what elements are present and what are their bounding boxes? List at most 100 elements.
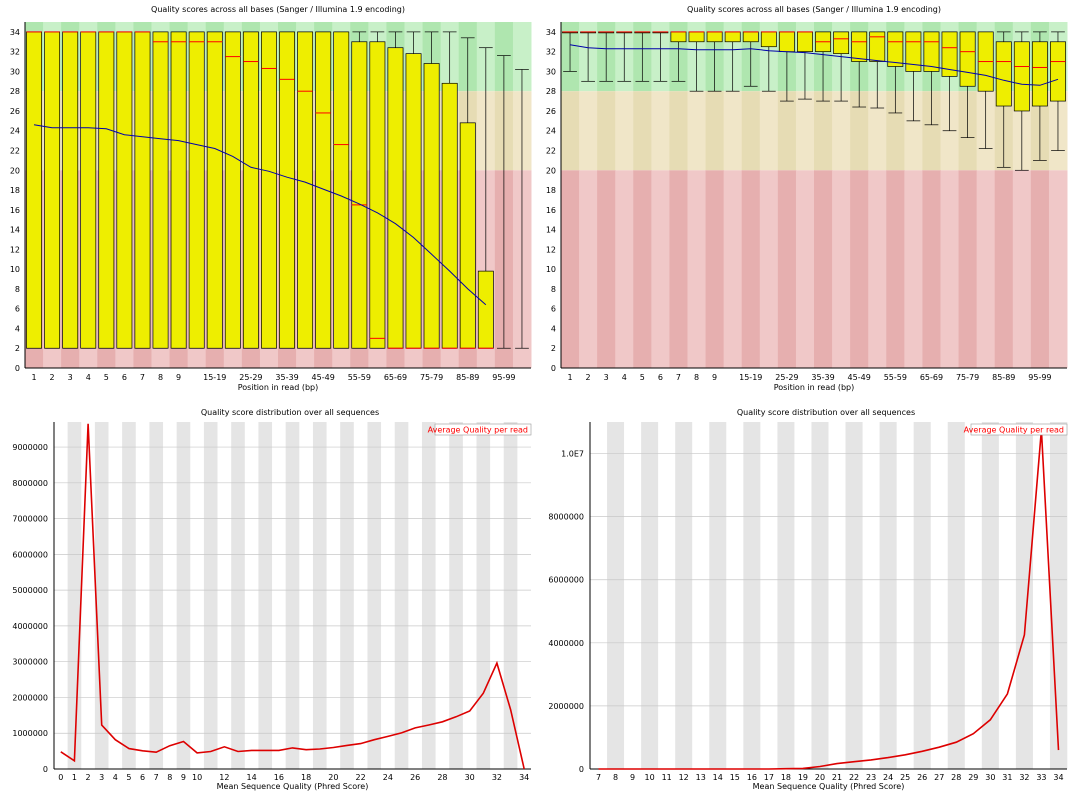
grid-band xyxy=(590,422,608,769)
zone-poor-band xyxy=(940,170,960,368)
x-tick-label: 34 xyxy=(519,773,529,782)
chart-title: Quality scores across all bases (Sanger … xyxy=(687,5,941,14)
y-tick-label: 26 xyxy=(546,107,556,116)
x-tick-label: 65-69 xyxy=(920,373,943,382)
x-tick-label: 7 xyxy=(676,373,681,382)
zone-warning-band xyxy=(922,91,941,171)
grid-band xyxy=(190,422,205,769)
x-tick-label: 23 xyxy=(866,773,876,782)
grid-band xyxy=(743,422,761,769)
y-tick-label: 18 xyxy=(10,186,20,195)
zone-poor-band xyxy=(561,170,580,368)
grid-band xyxy=(709,422,727,769)
chart-svg: Quality score distribution over all sequ… xyxy=(548,408,1068,791)
grid-band xyxy=(462,422,477,769)
zone-poor-band xyxy=(814,170,833,368)
grid-band xyxy=(367,422,382,769)
x-tick-label: 5 xyxy=(126,773,131,782)
zone-poor-band xyxy=(994,170,1014,368)
grid-band xyxy=(381,422,396,769)
y-tick-label: 32 xyxy=(10,48,20,57)
zone-poor-band xyxy=(633,170,652,368)
grid-band xyxy=(54,422,68,769)
zone-warning-band xyxy=(615,91,634,171)
grid-band xyxy=(203,422,218,769)
x-tick-label: 24 xyxy=(883,773,893,782)
x-tick-label: 12 xyxy=(679,773,689,782)
x-tick-label: 15 xyxy=(730,773,740,782)
chart-svg: Quality score distribution over all sequ… xyxy=(12,408,532,791)
quality-box xyxy=(706,31,723,43)
zone-warning-band xyxy=(579,91,598,171)
x-tick-label: 21 xyxy=(832,773,842,782)
grid-band xyxy=(607,422,625,769)
quality-box xyxy=(188,31,205,349)
grid-band xyxy=(503,422,518,769)
quality-box xyxy=(797,31,813,53)
x-tick-label: 18 xyxy=(301,773,311,782)
x-tick-label: 2 xyxy=(50,373,55,382)
x-tick-label: 3 xyxy=(604,373,609,382)
quality-box xyxy=(333,31,350,349)
y-tick-label: 16 xyxy=(10,206,20,215)
y-tick-label: 24 xyxy=(546,127,556,136)
y-tick-label: 24 xyxy=(10,127,20,136)
zone-poor-band xyxy=(579,170,598,368)
quality-box xyxy=(261,31,277,349)
quality-box xyxy=(959,31,976,87)
grid-band xyxy=(845,422,863,769)
chart-title: Quality score distribution over all sequ… xyxy=(201,408,379,417)
grid-band xyxy=(811,422,829,769)
zone-poor-band xyxy=(741,170,761,368)
x-tick-label: 11 xyxy=(662,773,672,782)
quality-box xyxy=(297,31,314,349)
zone-warning-band xyxy=(759,91,779,171)
zone-poor-band xyxy=(1030,170,1050,368)
x-tick-label: 45-49 xyxy=(848,373,871,382)
grid-band xyxy=(122,422,137,769)
quality-box xyxy=(224,31,241,349)
x-tick-label: 15-19 xyxy=(203,373,226,382)
quality-box xyxy=(116,31,133,349)
zone-poor-band xyxy=(958,170,978,368)
x-tick-label: 15-19 xyxy=(739,373,762,382)
grid-band xyxy=(340,422,355,769)
zone-warning-band xyxy=(814,91,833,171)
grid-band xyxy=(777,422,795,769)
zone-poor-band xyxy=(615,170,634,368)
quality-box xyxy=(688,31,705,43)
x-tick-label: 5 xyxy=(104,373,109,382)
chart-svg: Quality scores across all bases (Sanger … xyxy=(10,5,532,392)
mean-line xyxy=(33,124,487,306)
zone-warning-band xyxy=(886,91,905,171)
quality-box xyxy=(1013,41,1030,112)
grid-band xyxy=(435,422,450,769)
zone-poor-band xyxy=(976,170,996,368)
x-tick-label: 33 xyxy=(1036,773,1046,782)
x-tick-label: 13 xyxy=(696,773,706,782)
y-tick-label: 10 xyxy=(10,265,20,274)
y-tick-label: 10 xyxy=(546,265,556,274)
y-tick-label: 6000000 xyxy=(12,550,48,559)
x-tick-label: 14 xyxy=(713,773,723,782)
grid-band xyxy=(353,422,368,769)
quality-box xyxy=(351,41,368,349)
x-tick-label: 16 xyxy=(274,773,284,782)
legend-label: Average Quality per read xyxy=(428,426,528,435)
zone-poor-band xyxy=(850,170,869,368)
grid-band xyxy=(217,422,232,769)
y-tick-label: 22 xyxy=(546,147,556,156)
x-axis-label: Position in read (bp) xyxy=(238,383,318,392)
y-tick-label: 1.0E7 xyxy=(561,450,584,459)
x-tick-label: 28 xyxy=(437,773,447,782)
y-tick-label: 20 xyxy=(10,166,20,175)
legend-box xyxy=(970,423,1068,436)
grid-band xyxy=(1049,422,1068,769)
quality-box xyxy=(170,31,187,349)
y-tick-label: 8 xyxy=(15,285,20,294)
x-tick-label: 35-39 xyxy=(811,373,834,382)
y-tick-label: 12 xyxy=(10,245,20,254)
x-tick-label: 24 xyxy=(383,773,393,782)
grid-band xyxy=(163,422,177,769)
x-tick-label: 12 xyxy=(219,773,229,782)
